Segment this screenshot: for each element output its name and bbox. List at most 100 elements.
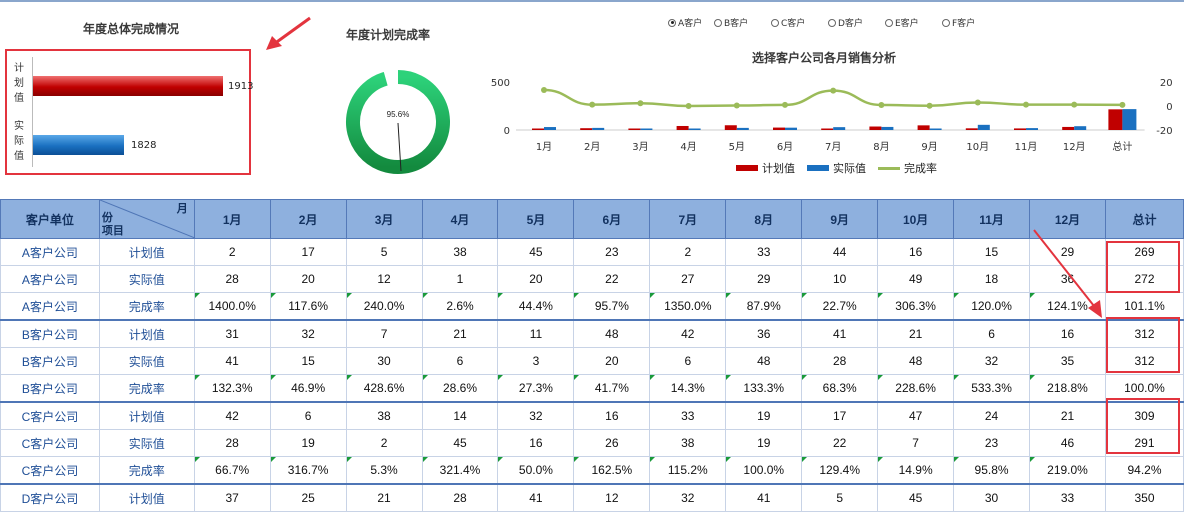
cell-value[interactable]: 6: [649, 347, 727, 375]
cell-value[interactable]: 309: [1104, 401, 1184, 430]
cell-value[interactable]: 23: [953, 429, 1031, 457]
cell-value[interactable]: 21: [421, 319, 499, 348]
cell-value[interactable]: 10: [801, 265, 879, 293]
cell-value[interactable]: 41: [725, 483, 803, 512]
cell-value[interactable]: 6: [953, 319, 1031, 348]
cell-value[interactable]: 5: [801, 483, 879, 512]
cell-value[interactable]: 42: [649, 319, 727, 348]
cell-company[interactable]: A客户公司: [0, 265, 100, 293]
cell-item[interactable]: 实际值: [98, 429, 195, 457]
radio-3[interactable]: C客户: [771, 16, 805, 29]
radio-5[interactable]: E客户: [885, 16, 919, 29]
cell-value[interactable]: 6: [421, 347, 499, 375]
cell-item[interactable]: 计划值: [98, 238, 195, 266]
cell-value[interactable]: 41: [193, 347, 271, 375]
cell-value[interactable]: 6: [269, 401, 347, 430]
cell-item[interactable]: 完成率: [98, 292, 195, 321]
radio-2[interactable]: B客户: [714, 16, 748, 29]
cell-value[interactable]: 42: [193, 401, 271, 430]
cell-value[interactable]: 228.6%: [877, 374, 955, 403]
cell-value[interactable]: 16: [497, 429, 575, 457]
cell-value[interactable]: 5.3%: [345, 456, 423, 485]
cell-value[interactable]: 28.6%: [421, 374, 499, 403]
cell-value[interactable]: 16: [1029, 319, 1106, 348]
cell-value[interactable]: 14.9%: [877, 456, 955, 485]
cell-item[interactable]: 计划值: [98, 319, 195, 348]
cell-value[interactable]: 33: [649, 401, 727, 430]
cell-value[interactable]: 321.4%: [421, 456, 499, 485]
cell-value[interactable]: 37: [193, 483, 271, 512]
cell-value[interactable]: 38: [421, 238, 499, 266]
cell-value[interactable]: 33: [1029, 483, 1106, 512]
radio-4[interactable]: D客户: [828, 16, 863, 29]
cell-item[interactable]: 实际值: [98, 265, 195, 293]
cell-value[interactable]: 22: [573, 265, 651, 293]
cell-item[interactable]: 计划值: [98, 483, 195, 512]
cell-value[interactable]: 41: [801, 319, 879, 348]
cell-value[interactable]: 21: [345, 483, 423, 512]
cell-value[interactable]: 27: [649, 265, 727, 293]
cell-value[interactable]: 15: [269, 347, 347, 375]
cell-value[interactable]: 28: [801, 347, 879, 375]
cell-value[interactable]: 129.4%: [801, 456, 879, 485]
cell-value[interactable]: 7: [877, 429, 955, 457]
cell-value[interactable]: 28: [421, 483, 499, 512]
radio-circle[interactable]: [714, 18, 722, 27]
cell-value[interactable]: 316.7%: [269, 456, 347, 485]
cell-value[interactable]: 240.0%: [345, 292, 423, 321]
cell-value[interactable]: 38: [345, 401, 423, 430]
cell-value[interactable]: 66.7%: [193, 456, 271, 485]
radio-circle[interactable]: [942, 18, 950, 27]
cell-value[interactable]: 117.6%: [269, 292, 347, 321]
cell-value[interactable]: 20: [497, 265, 575, 293]
cell-value[interactable]: 1: [421, 265, 499, 293]
radio-circle[interactable]: [668, 18, 676, 27]
cell-value[interactable]: 87.9%: [725, 292, 803, 321]
cell-item[interactable]: 实际值: [98, 347, 195, 375]
cell-value[interactable]: 115.2%: [649, 456, 727, 485]
cell-value[interactable]: 16: [573, 401, 651, 430]
cell-value[interactable]: 162.5%: [573, 456, 651, 485]
radio-circle[interactable]: [828, 18, 836, 27]
cell-value[interactable]: 12: [573, 483, 651, 512]
cell-value[interactable]: 29: [725, 265, 803, 293]
cell-value[interactable]: 19: [725, 401, 803, 430]
cell-value[interactable]: 12: [345, 265, 423, 293]
cell-value[interactable]: 5: [345, 238, 423, 266]
cell-company[interactable]: D客户公司: [0, 483, 100, 512]
cell-value[interactable]: 24: [953, 401, 1031, 430]
cell-value[interactable]: 16: [877, 238, 955, 266]
cell-value[interactable]: 11: [497, 319, 575, 348]
cell-value[interactable]: 21: [877, 319, 955, 348]
cell-value[interactable]: 94.2%: [1104, 456, 1184, 485]
cell-value[interactable]: 25: [269, 483, 347, 512]
cell-value[interactable]: 27.3%: [497, 374, 575, 403]
cell-item[interactable]: 完成率: [98, 374, 195, 403]
cell-value[interactable]: 44.4%: [497, 292, 575, 321]
cell-value[interactable]: 132.3%: [193, 374, 271, 403]
cell-value[interactable]: 350: [1104, 483, 1184, 512]
cell-value[interactable]: 68.3%: [801, 374, 879, 403]
cell-value[interactable]: 2: [193, 238, 271, 266]
cell-value[interactable]: 32: [953, 347, 1031, 375]
cell-value[interactable]: 272: [1104, 265, 1184, 293]
cell-value[interactable]: 45: [497, 238, 575, 266]
cell-value[interactable]: 14: [421, 401, 499, 430]
cell-company[interactable]: B客户公司: [0, 347, 100, 375]
cell-value[interactable]: 22.7%: [801, 292, 879, 321]
cell-value[interactable]: 45: [421, 429, 499, 457]
cell-value[interactable]: 48: [877, 347, 955, 375]
cell-company[interactable]: B客户公司: [0, 319, 100, 348]
cell-value[interactable]: 428.6%: [345, 374, 423, 403]
cell-value[interactable]: 218.8%: [1029, 374, 1106, 403]
cell-company[interactable]: C客户公司: [0, 401, 100, 430]
cell-value[interactable]: 46.9%: [269, 374, 347, 403]
cell-value[interactable]: 33: [725, 238, 803, 266]
cell-item[interactable]: 计划值: [98, 401, 195, 430]
cell-company[interactable]: C客户公司: [0, 429, 100, 457]
cell-value[interactable]: 49: [877, 265, 955, 293]
cell-value[interactable]: 32: [269, 319, 347, 348]
cell-value[interactable]: 7: [345, 319, 423, 348]
cell-value[interactable]: 312: [1104, 347, 1184, 375]
cell-value[interactable]: 18: [953, 265, 1031, 293]
